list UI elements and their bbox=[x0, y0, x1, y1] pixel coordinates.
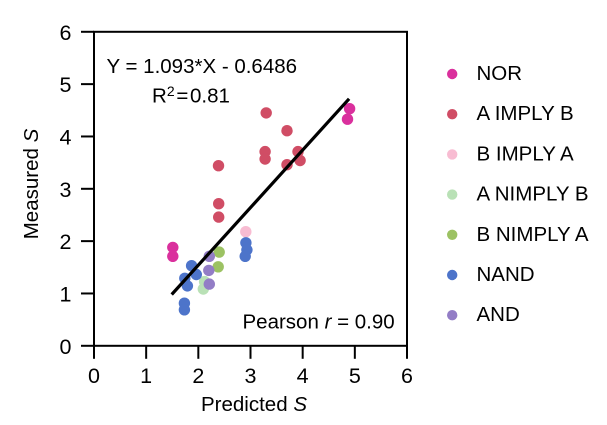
svg-text:NOR: NOR bbox=[477, 62, 523, 85]
svg-text:Y = 1.093*X - 0.6486: Y = 1.093*X - 0.6486 bbox=[107, 55, 298, 78]
svg-text:NAND: NAND bbox=[477, 263, 535, 286]
svg-text:A NIMPLY B: A NIMPLY B bbox=[477, 183, 589, 206]
svg-text:5: 5 bbox=[349, 364, 361, 388]
svg-text:B IMPLY A: B IMPLY A bbox=[477, 142, 575, 165]
svg-text:0: 0 bbox=[60, 335, 72, 359]
svg-text:2: 2 bbox=[192, 364, 204, 388]
svg-text:A IMPLY B: A IMPLY B bbox=[477, 102, 574, 125]
svg-text:4: 4 bbox=[297, 364, 309, 388]
svg-text:6: 6 bbox=[60, 21, 72, 45]
svg-text:5: 5 bbox=[60, 73, 72, 97]
svg-text:3: 3 bbox=[60, 178, 72, 202]
svg-text:6: 6 bbox=[401, 364, 413, 388]
svg-text:Measured S: Measured S bbox=[20, 128, 43, 239]
svg-text:1: 1 bbox=[140, 364, 152, 388]
svg-text:4: 4 bbox=[60, 125, 72, 149]
svg-text:0: 0 bbox=[88, 364, 100, 388]
svg-text:B NIMPLY A: B NIMPLY A bbox=[477, 223, 589, 246]
svg-text:Predicted S: Predicted S bbox=[201, 393, 307, 416]
svg-text:2: 2 bbox=[60, 230, 72, 254]
svg-text:1: 1 bbox=[60, 283, 72, 307]
svg-text:3: 3 bbox=[245, 364, 257, 388]
svg-text:AND: AND bbox=[477, 303, 520, 326]
svg-text:Pearson r = 0.90: Pearson r = 0.90 bbox=[243, 311, 395, 334]
svg-text:R2 = 0.81: R2 = 0.81 bbox=[152, 83, 230, 108]
